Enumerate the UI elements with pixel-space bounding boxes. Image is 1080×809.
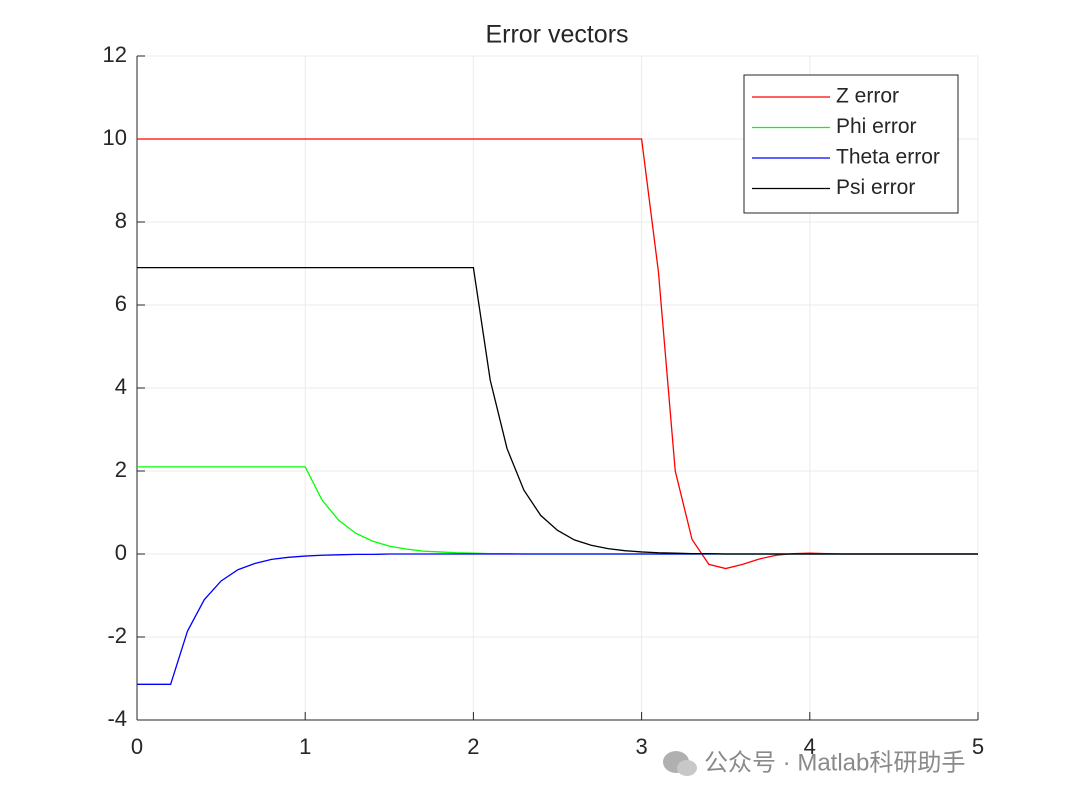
y-tick-label: 10	[103, 125, 127, 150]
legend-label: Theta error	[836, 146, 940, 169]
legend-label: Psi error	[836, 176, 915, 199]
watermark: 公众号 · Matlab科研助手	[663, 749, 965, 776]
y-tick-label: -4	[107, 706, 127, 731]
y-tick-label: 2	[115, 457, 127, 482]
x-tick-label: 4	[804, 734, 816, 759]
series-line	[137, 267, 978, 555]
x-tick-label: 2	[467, 734, 479, 759]
x-tick-label: 0	[131, 734, 143, 759]
legend-label: Z error	[836, 85, 899, 108]
y-tick-label: 0	[115, 540, 127, 565]
series-line	[137, 466, 978, 555]
watermark-text: 公众号 · Matlab科研助手	[704, 749, 965, 776]
legend-label: Phi error	[836, 115, 917, 138]
series-line	[137, 553, 978, 685]
legend-box	[743, 74, 959, 214]
y-tick-label: 8	[115, 208, 127, 233]
x-tick-label: 1	[299, 734, 311, 759]
y-tick-label: 4	[115, 374, 127, 399]
x-tick-label: 5	[972, 734, 984, 759]
y-tick-label: 6	[115, 291, 127, 316]
y-tick-label: -2	[107, 623, 127, 648]
x-tick-label: 3	[635, 734, 647, 759]
watermark-icon	[677, 760, 697, 776]
chart-title: Error vectors	[485, 21, 628, 49]
y-tick-label: 12	[103, 42, 127, 67]
